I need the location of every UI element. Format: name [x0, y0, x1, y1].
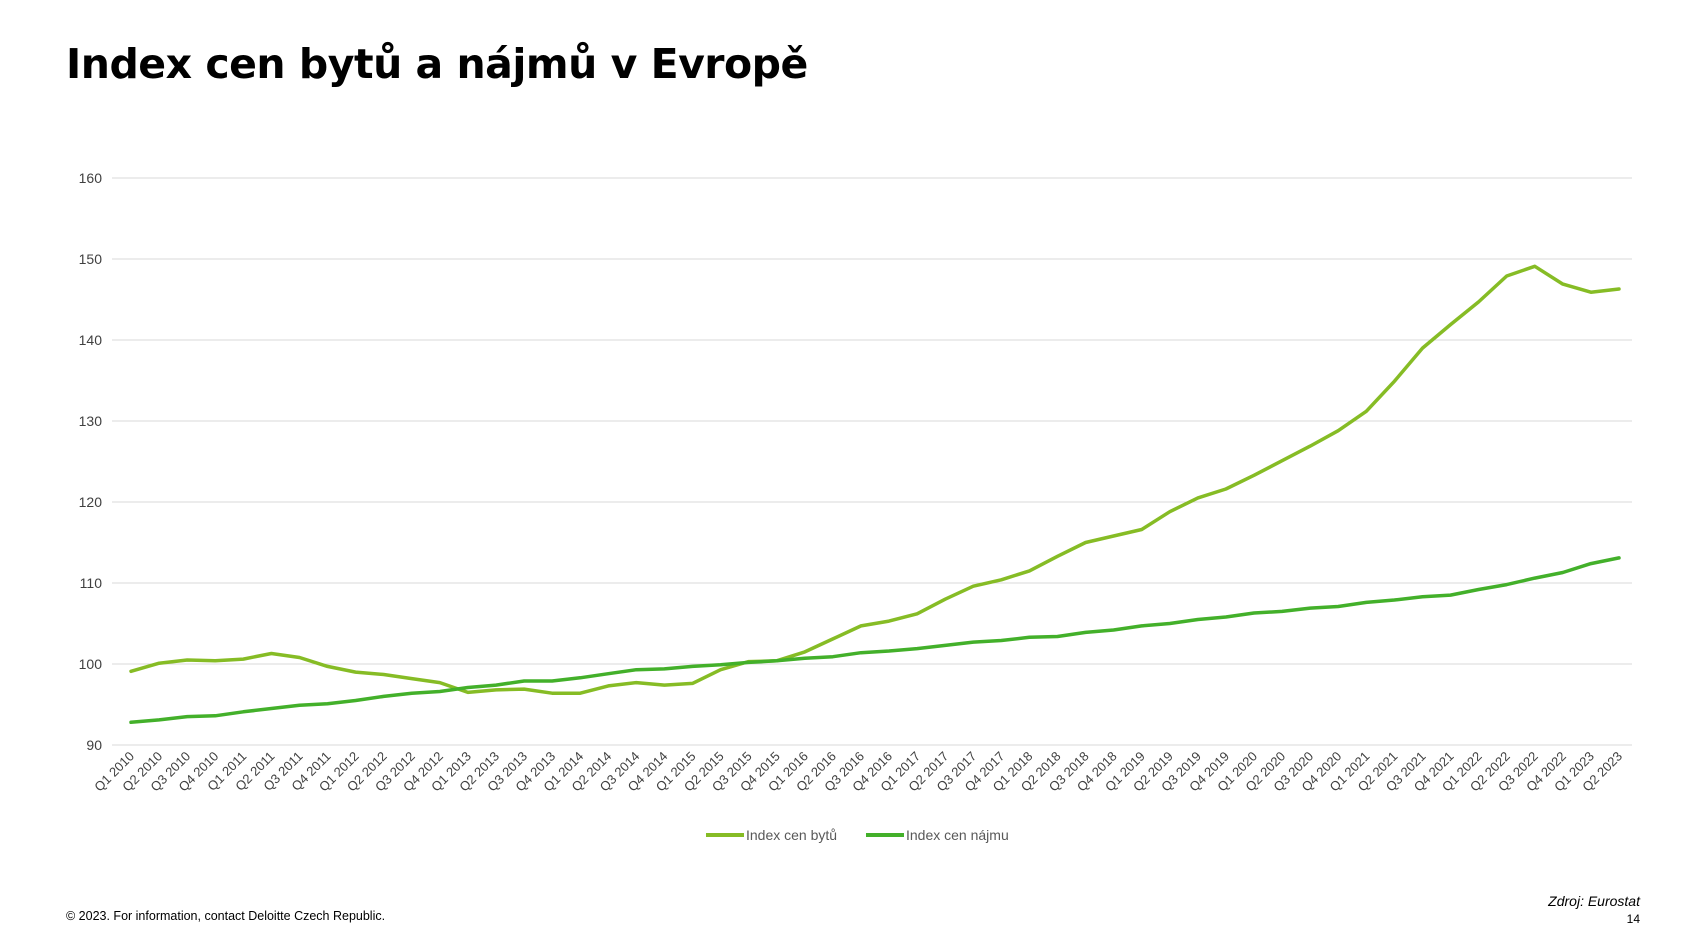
legend-label-2: Index cen nájmu	[906, 827, 1009, 843]
page-title: Index cen bytů a nájmů v Evropě	[66, 40, 808, 88]
footer-copyright: © 2023. For information, contact Deloitt…	[66, 909, 386, 923]
y-tick-label: 130	[79, 413, 103, 429]
y-tick-label: 160	[79, 170, 103, 186]
page-number: 14	[1626, 912, 1640, 926]
series-line-1	[129, 264, 1621, 695]
y-tick-label: 90	[86, 737, 102, 753]
y-tick-label: 110	[80, 575, 103, 591]
y-tick-label: 100	[79, 656, 103, 672]
series-line-2	[129, 556, 1621, 725]
y-tick-label: 150	[79, 251, 103, 267]
source-note: Zdroj: Eurostat	[1548, 893, 1640, 909]
legend-label-1: Index cen bytů	[746, 827, 837, 843]
series-lines	[129, 264, 1621, 725]
y-tick-label: 120	[79, 494, 103, 510]
y-axis-ticks: 90 100 110 120 130 140 150 160	[79, 170, 103, 753]
legend: Index cen bytů Index cen nájmu	[706, 827, 1009, 843]
y-tick-label: 140	[79, 332, 103, 348]
grid-lines	[112, 177, 1632, 746]
